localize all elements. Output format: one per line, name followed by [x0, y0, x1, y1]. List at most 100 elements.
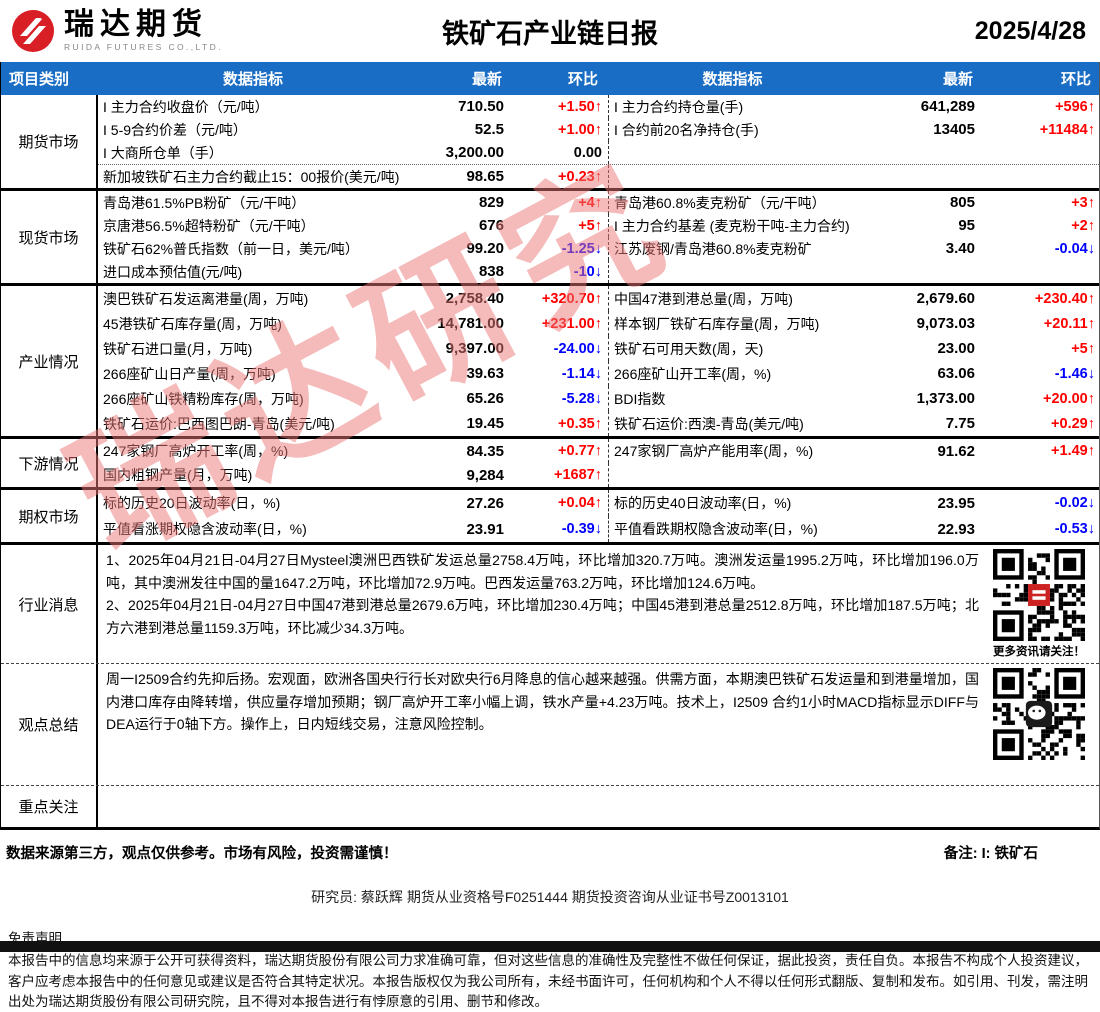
table-body: 期货市场 I 主力合约收盘价（元/吨） 710.50 +1.50↑ I 主力合约持仓量(…	[1, 95, 1100, 827]
indicator-cell: BDI指数	[608, 386, 861, 411]
change-cell: +0.29↑	[1051, 415, 1095, 432]
section-产业情况: 产业情况 澳巴铁矿石发运离港量(周，万吨) 2,758.40 +320.70↑ 中国47…	[1, 283, 1099, 436]
change-cell: -24.00↓	[553, 340, 602, 357]
indicator-cell: 铁矿石运价:巴西图巴朗-青岛(美元/吨)	[103, 415, 335, 432]
value-cell: 84.35	[466, 442, 504, 460]
value-cell: 641,289	[920, 98, 975, 115]
indicator-cell: 江苏废钢/青岛港60.8%麦克粉矿	[608, 237, 861, 260]
category-cell: 行业消息	[1, 545, 98, 663]
indicator-cell: 京唐港56.5%超特粉矿（元/干吨）	[103, 217, 315, 234]
indicator-cell: 铁矿石62%普氏指数（前一日，美元/吨）	[103, 240, 359, 257]
category-cell: 期权市场	[1, 490, 98, 542]
section-下游情况: 下游情况 247家钢厂高炉开工率(周，%) 84.35 +0.77↑ 247家钢厂高炉产…	[1, 436, 1099, 487]
change-cell: -0.02↓	[1054, 495, 1095, 511]
change-cell: +5↑	[578, 217, 602, 234]
table-row: I 主力合约收盘价（元/吨） 710.50 +1.50↑ I 主力合约持仓量(手) 64…	[98, 95, 1100, 118]
change-cell: +231.00↑	[541, 315, 602, 332]
col-header-latest-right: 最新	[942, 71, 973, 88]
value-cell: 52.5	[474, 121, 504, 138]
change-cell: +230.40↑	[1034, 290, 1095, 307]
indicator-cell: 铁矿石运价:西澳-青岛(美元/吨)	[608, 411, 861, 436]
section-rows: 标的历史20日波动率(日，%) 27.26 +0.04↑ 标的历史40日波动率(日，%…	[98, 490, 1100, 542]
value-cell: 710.50	[458, 98, 504, 115]
section-rows: 澳巴铁矿石发运离港量(周，万吨) 2,758.40 +320.70↑ 中国47港到港总…	[98, 286, 1100, 436]
indicator-cell: I 主力合约持仓量(手)	[608, 95, 861, 118]
change-cell: +4↑	[578, 194, 602, 211]
col-header-latest-left: 最新	[471, 71, 502, 88]
table-row: 平值看涨期权隐含波动率(日，%) 23.91 -0.39↓ 平值看跌期权隐含波动率(日…	[98, 516, 1100, 542]
researcher-line: 研究员: 蔡跃辉 期货从业资格号F0251444 期货投资咨询从业证书号Z001…	[311, 889, 789, 905]
change-cell: -1.25↓	[561, 240, 602, 257]
table-row: 266座矿山铁精粉库存(周，万吨) 65.26 -5.28↓ BDI指数 1,373.0…	[98, 386, 1100, 411]
change-cell: -0.39↓	[561, 521, 602, 537]
value-cell: 3,200.00	[445, 144, 504, 161]
table-row: 国内粗钢产量(月，万吨) 9,284 +1687↑	[98, 463, 1100, 487]
indicator-cell: 青岛港60.8%麦克粉矿（元/干吨）	[608, 191, 861, 214]
indicator-cell: 平值看跌期权隐含波动率(日，%)	[608, 516, 861, 542]
value-cell: 2,758.40	[445, 290, 504, 307]
change-cell: +20.11↑	[1043, 315, 1095, 332]
value-cell: 9,284	[466, 466, 504, 484]
value-cell: 23.91	[466, 520, 504, 538]
value-cell: 39.63	[466, 365, 504, 382]
section-观点总结: 观点总结 周一I2509合约先抑后扬。宏观面，欧洲各国央行行长对欧央行6月降息的信…	[1, 663, 1099, 785]
text-paragraph: 周一I2509合约先抑后扬。宏观面，欧洲各国央行行长对欧央行6月降息的信心越来越…	[106, 671, 979, 733]
indicator-cell: 266座矿山铁精粉库存(周，万吨)	[103, 390, 304, 407]
value-cell: 13405	[933, 121, 975, 138]
change-cell: -1.46↓	[1054, 365, 1095, 382]
indicator-cell: 标的历史40日波动率(日，%)	[608, 490, 861, 516]
indicator-cell: 平值看涨期权隐含波动率(日，%)	[103, 521, 307, 537]
section-text	[106, 790, 1093, 823]
indicator-cell: I 主力合约收盘价（元/吨）	[103, 98, 269, 115]
indicator-cell: 新加坡铁矿石主力合约截止15：00报价(美元/吨)	[103, 168, 400, 185]
note-row: 数据来源第三方，观点仅供参考。市场有风险，投资需谨慎！ 备注: I: 铁矿石	[0, 842, 1100, 863]
change-cell: +11484↑	[1039, 121, 1095, 138]
category-cell: 下游情况	[1, 439, 98, 487]
change-cell: -0.53↓	[1054, 521, 1095, 537]
indicator-cell: 247家钢厂高炉产能用率(周，%)	[608, 439, 861, 463]
value-cell: 3.40	[945, 240, 975, 257]
indicator-cell: 247家钢厂高炉开工率(周，%)	[103, 443, 289, 459]
indicator-cell: 45港铁矿石库存量(周，万吨)	[103, 315, 282, 332]
change-cell: +20.00↑	[1042, 390, 1095, 407]
change-cell: +2↑	[1071, 217, 1095, 234]
brand-logo: 瑞达期货 RUIDA FUTURES CO.,LTD.	[0, 8, 310, 54]
value-cell: 19.45	[466, 415, 504, 432]
indicator-cell: 266座矿山日产量(周，万吨)	[103, 365, 276, 382]
table-row: 澳巴铁矿石发运离港量(周，万吨) 2,758.40 +320.70↑ 中国47港到港总…	[98, 286, 1100, 311]
value-cell: 829	[478, 194, 504, 211]
change-cell: +1.49↑	[1051, 443, 1095, 459]
section-text-row: 周一I2509合约先抑后扬。宏观面，欧洲各国央行行长对欧央行6月降息的信心越来越…	[98, 664, 1099, 785]
qr-box	[985, 668, 1093, 781]
section-期货市场: 期货市场 I 主力合约收盘价（元/吨） 710.50 +1.50↑ I 主力合约持仓量(…	[1, 95, 1100, 188]
section-rows: I 主力合约收盘价（元/吨） 710.50 +1.50↑ I 主力合约持仓量(手) 64…	[98, 95, 1100, 188]
section-text-row: 1、2025年04月21日-04月27日Mysteel澳洲巴西铁矿发运总量275…	[98, 545, 1099, 663]
qr-caption: 更多资讯请关注！	[993, 646, 1085, 658]
value-cell: 9,073.03	[916, 315, 975, 332]
value-cell: 805	[949, 194, 975, 211]
table-row: 青岛港61.5%PB粉矿（元/干吨） 829 +4↑ 青岛港60.8%麦克粉矿（元/干…	[98, 191, 1100, 214]
category-cell: 观点总结	[1, 664, 98, 785]
indicator-cell: 铁矿石进口量(月，万吨)	[103, 340, 253, 357]
change-cell: 0.00	[573, 144, 602, 161]
value-cell: 99.20	[466, 240, 504, 257]
table-row: I 5-9合约价差（元/吨） 52.5 +1.00↑ I 合约前20名净持仓(手) 13…	[98, 118, 1100, 141]
change-cell: +1687↑	[554, 467, 602, 483]
indicator-cell	[608, 165, 861, 188]
col-header-indicator-right: 数据指标	[702, 71, 763, 88]
table-row: 45港铁矿石库存量(周，万吨) 14,781.00 +231.00↑ 样本钢厂铁矿石库…	[98, 311, 1100, 336]
qr-code-image	[993, 549, 1085, 641]
value-cell: 14,781.00	[437, 315, 504, 332]
value-cell: 838	[478, 263, 504, 280]
value-cell: 9,397.00	[445, 340, 504, 357]
category-cell: 期货市场	[1, 95, 98, 188]
table-row: 247家钢厂高炉开工率(周，%) 84.35 +0.77↑ 247家钢厂高炉产能用率(…	[98, 439, 1100, 463]
text-paragraph: 2、2025年04月21日-04月27日中国47港到港总量2679.6万吨，环比…	[106, 597, 979, 637]
category-cell: 现货市场	[1, 191, 98, 283]
value-cell: 23.00	[937, 340, 975, 357]
indicator-cell: 青岛港61.5%PB粉矿（元/干吨）	[103, 194, 306, 211]
change-cell: -1.14↓	[561, 365, 602, 382]
indicator-cell: 国内粗钢产量(月，万吨)	[103, 467, 253, 483]
col-header-change-right: 环比	[1060, 71, 1091, 88]
col-header-change-left: 环比	[567, 71, 598, 88]
